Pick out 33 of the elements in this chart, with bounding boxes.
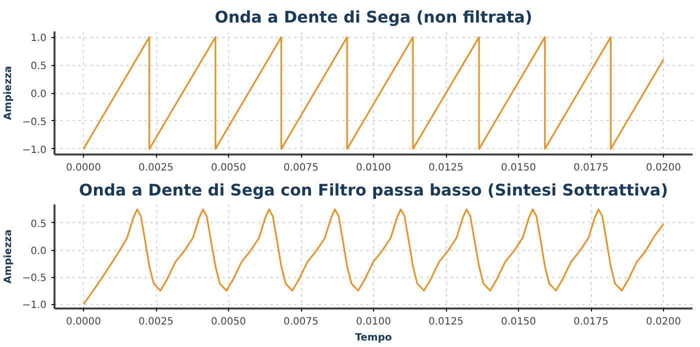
x-tick-label: 0.0125	[428, 316, 464, 328]
y-tick-label: 0.5	[30, 218, 47, 230]
x-tick-label: 0.0000	[66, 316, 102, 328]
x-tick-label: 0.0125	[428, 162, 464, 174]
chart-title: Onda a Dente di Sega (non filtrata)	[214, 8, 532, 26]
y-tick-label: −0.5	[22, 273, 47, 284]
x-tick-label: 0.0025	[138, 316, 174, 328]
y-tick-label: −1.0	[22, 144, 47, 156]
x-tick-label: 0.0075	[284, 162, 319, 174]
x-tick-label: 0.0050	[211, 162, 246, 174]
y-tick-label: 0.5	[30, 61, 47, 72]
y-tick-label: 0.0	[30, 89, 47, 100]
x-tick-label: 0.0175	[574, 162, 609, 174]
x-tick-label: 0.0000	[66, 162, 102, 174]
x-tick-label: 0.0150	[501, 316, 536, 328]
x-tick-label: 0.0175	[574, 316, 609, 328]
x-axis-title: Tempo	[355, 332, 392, 344]
x-tick-label: 0.0200	[646, 162, 682, 174]
y-tick-label: 0.0	[30, 246, 47, 257]
x-tick-label: 0.0050	[211, 316, 246, 328]
line-series	[82, 208, 664, 305]
chart-title: Onda a Dente di Sega con Filtro passa basso (Sintesi Sottrattiva)	[78, 180, 668, 200]
y-tick-label: −1.0	[22, 300, 47, 312]
x-tick-label: 0.0075	[284, 316, 319, 328]
y-tick-label: −0.5	[22, 116, 47, 128]
x-tick-label: 0.0150	[501, 162, 536, 174]
x-tick-label: 0.0025	[138, 162, 174, 174]
x-tick-label: 0.0200	[646, 316, 682, 328]
x-tick-label: 0.0100	[356, 316, 392, 328]
y-tick-label: 1.0	[30, 33, 47, 44]
x-tick-label: 0.0100	[356, 162, 392, 174]
y-axis-title: Ampiezza	[3, 66, 14, 120]
y-axis-title: Ampiezza	[3, 230, 14, 284]
